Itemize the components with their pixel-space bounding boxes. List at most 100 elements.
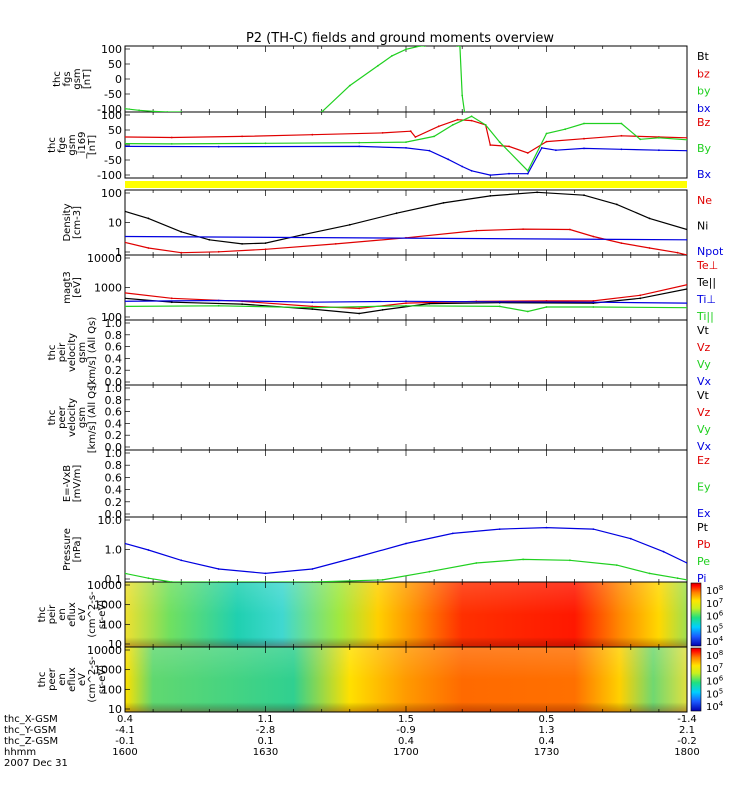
x-tick-value: 1700 [393, 747, 418, 758]
data-point [170, 581, 173, 582]
y-tick-label: 100 [101, 683, 122, 696]
data-point [217, 304, 220, 307]
y-axis-label-line: Density [62, 203, 73, 241]
x-tick-value: 0.4 [117, 714, 133, 725]
y-tick-label: 0.6 [105, 406, 123, 419]
data-point [125, 305, 126, 308]
y-axis-label: magt3[eV] [62, 271, 83, 304]
y-axis-label: Pressure[nPa] [62, 528, 83, 571]
y-axis-label-line: sr-eV) [97, 600, 108, 629]
y-tick-label: 0.8 [105, 329, 123, 342]
y-axis-label-line: thc [37, 672, 48, 688]
data-point [381, 309, 384, 311]
data-curves [125, 46, 687, 582]
colorbar-label-base: 10 [706, 677, 719, 688]
y-axis-label: thcpeirvelocitygsm[km/s] (All Qs) [47, 317, 98, 389]
y-tick-label: 10000 [87, 644, 122, 657]
y-axis-label-line: [km/s] (All Qs) [87, 317, 98, 389]
data-point [405, 304, 407, 307]
y-tick-label: 1000 [94, 282, 122, 295]
x-tick-value: 1730 [534, 747, 559, 758]
y-tick-label: 10.0 [98, 514, 123, 527]
y-tick-label: 50 [108, 58, 122, 71]
y-tick-label: 1 [115, 246, 122, 259]
data-point [470, 119, 473, 122]
data-point [451, 532, 454, 535]
x-tick-value: -1.4 [677, 714, 697, 725]
legend-label: Vz [697, 341, 711, 354]
series-Pe-line [125, 558, 687, 582]
y-axis-label-line: velocity [67, 398, 78, 437]
data-point [138, 109, 141, 112]
x-tick-value: 1630 [253, 747, 278, 758]
data-point [484, 124, 487, 126]
legend-label: Te|| [696, 276, 716, 289]
y-tick-label: 0.4 [105, 484, 123, 497]
y-axis-label-line: peer [47, 667, 58, 691]
data-point [125, 542, 126, 545]
colorbar-label-exp: 7 [719, 662, 723, 670]
data-point [545, 306, 548, 308]
data-point [311, 568, 314, 570]
data-point [583, 194, 585, 197]
colorbar-label: 106 [706, 675, 724, 688]
legend-label: Vx [697, 440, 712, 453]
data-point [180, 111, 183, 112]
y-tick-label: -50 [104, 88, 122, 101]
colorbar-label: 104 [706, 635, 724, 648]
x-row-label: thc_Y-GSM [4, 725, 56, 736]
colorbar-label-exp: 5 [719, 622, 723, 630]
x-row-label: hhmm [4, 747, 36, 758]
data-point [241, 243, 244, 245]
colorbar-label: 105 [706, 622, 723, 635]
colorbar-label-base: 10 [706, 637, 719, 648]
data-point [428, 149, 431, 152]
series-Pi-line [125, 526, 687, 575]
panel-3-curves [125, 283, 687, 315]
colorbar-label-exp: 8 [719, 584, 723, 592]
data-point [358, 145, 361, 148]
data-point [264, 572, 267, 575]
panel-frame [124, 449, 688, 518]
data-point [125, 145, 126, 148]
data-point [540, 147, 543, 149]
y-tick-label: 0 [115, 139, 122, 152]
data-point [461, 94, 464, 97]
x-tick-value: 0.4 [539, 736, 555, 747]
y-tick-label: 0.0 [105, 508, 123, 521]
data-point [414, 136, 417, 138]
panel-7-curves [125, 526, 687, 582]
y-axis-label-line: thc [47, 410, 58, 426]
data-point [569, 228, 571, 231]
data-point [320, 111, 323, 112]
y-tick-label: 100 [101, 311, 122, 324]
data-point [461, 165, 464, 168]
legend-label: Bt [697, 50, 710, 63]
data-point [686, 228, 687, 231]
data-point [658, 136, 660, 139]
panel-7: 10.0 1.0 0.1 Pressure[nPa] Pt Pb Pe Pi [62, 514, 711, 586]
y-axis-label-line: eflux [67, 602, 78, 627]
y-axis-label: Density[cm-3] [62, 203, 83, 241]
data-point [311, 308, 314, 310]
data-point [125, 107, 126, 110]
data-point [489, 195, 492, 197]
colorbar-label-exp: 7 [719, 597, 723, 605]
colorbar-label-exp: 6 [719, 675, 724, 683]
x-tick-value: -4.1 [115, 725, 135, 736]
y-tick-label: 1.0 [105, 544, 123, 557]
data-point [217, 145, 220, 148]
y-axis-label-line: peir [47, 604, 58, 624]
data-point [348, 84, 351, 87]
y-tick-label: 100 [101, 618, 122, 631]
panel-frame [124, 319, 688, 386]
data-point [648, 572, 651, 575]
panel-0: 100 50 0 -50 -100 thcfgsgsm[nT] Bt bz by bx [52, 43, 711, 116]
y-tick-label: 0.1 [105, 573, 123, 586]
data-point [459, 46, 461, 47]
y-axis-label: thcfgegsm_i169[nT] [47, 132, 98, 160]
data-point [522, 228, 524, 231]
data-point [381, 579, 384, 581]
panel-2-curves [125, 191, 687, 255]
y-tick-label: 100 [101, 43, 122, 56]
